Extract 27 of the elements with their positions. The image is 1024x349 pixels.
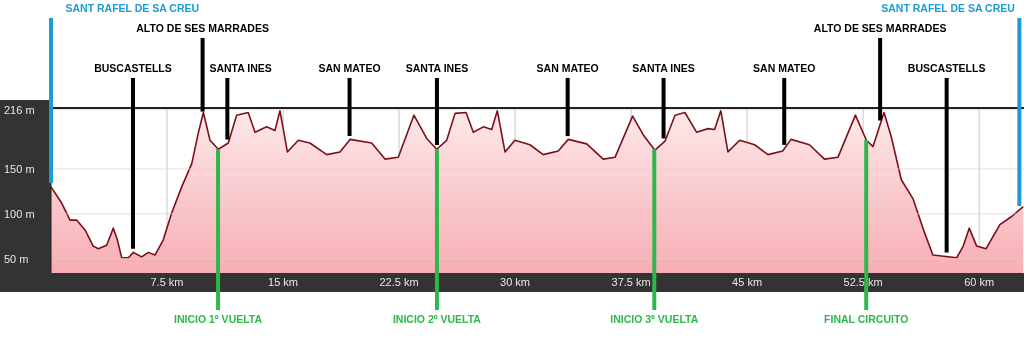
y-tick-label: 216 m <box>4 103 35 116</box>
ref-line-label: FINAL CIRCUITO <box>824 313 909 325</box>
ref-line-label: SANTA INES <box>632 62 695 74</box>
y-tick-label: 50 m <box>4 252 29 265</box>
ref-line-label: SANT RAFEL DE SA CREU <box>65 2 200 14</box>
y-tick-label: 150 m <box>4 162 35 175</box>
x-tick-label: 37.5 km <box>611 276 651 288</box>
ref-line-label: ALTO DE SES MARRADES <box>136 22 269 34</box>
ref-line-label: INICIO 3º VUELTA <box>610 313 699 325</box>
x-tick-label: 15 km <box>268 276 299 288</box>
ref-line-label: SAN MATEO <box>753 62 816 74</box>
ref-line-label: BUSCASTELLS <box>907 62 986 74</box>
x-tick-label: 30 km <box>500 276 531 288</box>
ref-line-label: SANTA INES <box>209 62 272 74</box>
y-tick-label: 100 m <box>4 207 35 220</box>
ref-line-label: SANT RAFEL DE SA CREU <box>881 2 1015 14</box>
ref-line-label: SAN MATEO <box>536 62 599 74</box>
ref-line-label: SAN MATEO <box>318 62 381 74</box>
x-tick-label: 60 km <box>964 276 995 288</box>
x-tick-label: 45 km <box>732 276 763 288</box>
ref-line-label: SANTA INES <box>405 62 469 74</box>
x-tick-label: 7.5 km <box>150 276 184 288</box>
x-tick-label: 22.5 km <box>379 276 419 288</box>
ref-line-label: INICIO 2º VUELTA <box>392 313 482 325</box>
ref-line-label: BUSCASTELLS <box>94 62 172 74</box>
ref-line-label: INICIO 1º VUELTA <box>174 313 263 325</box>
ref-line-label: ALTO DE SES MARRADES <box>813 22 947 34</box>
